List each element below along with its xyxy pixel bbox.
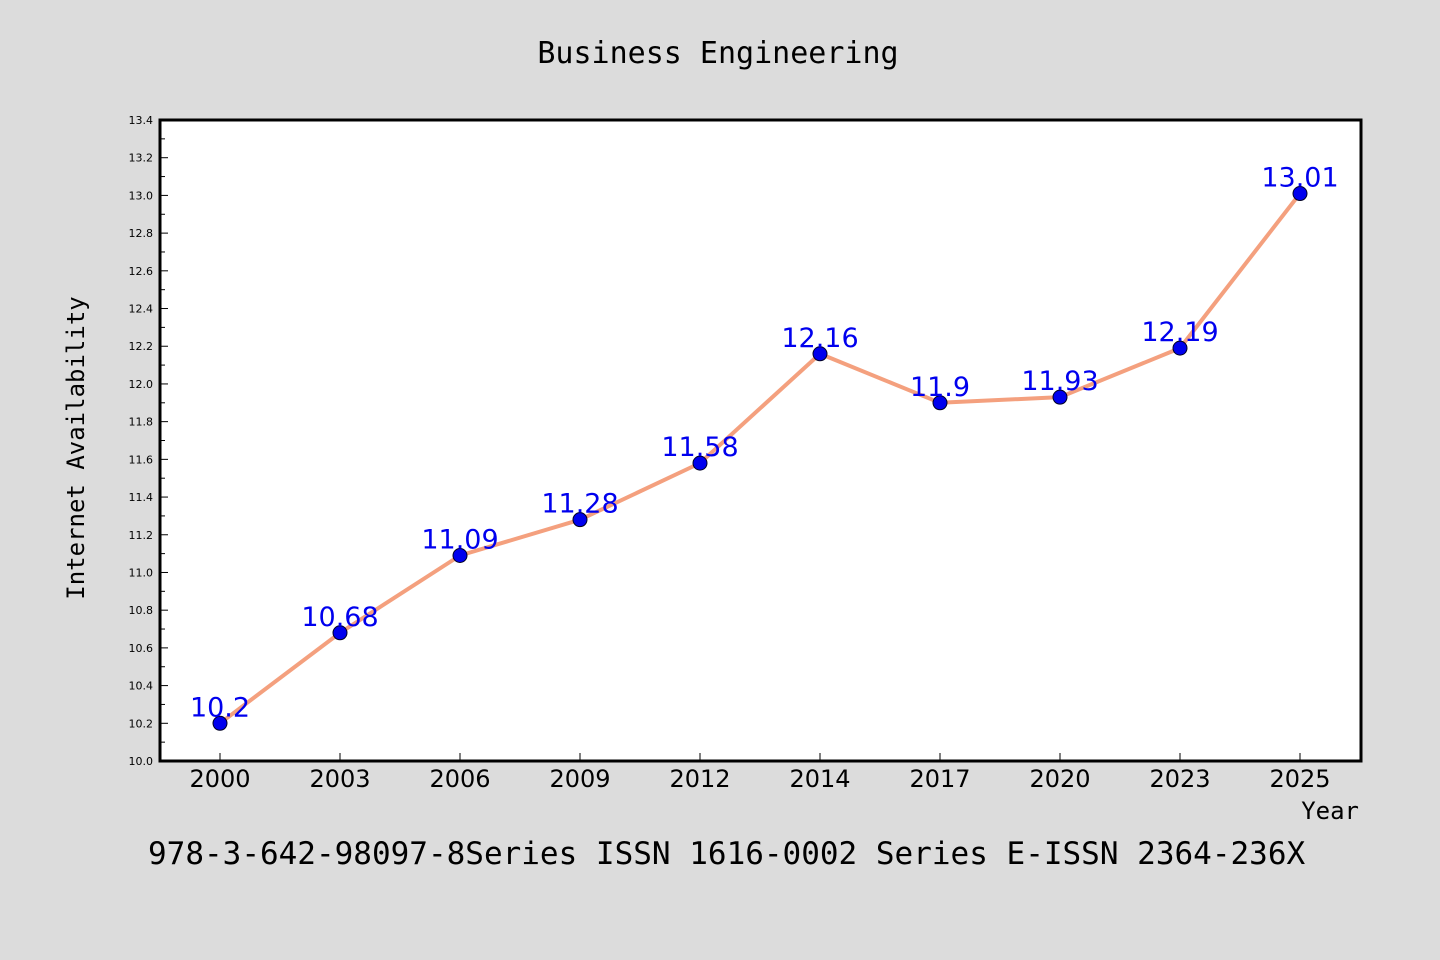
y-tick-label: 11.2 bbox=[129, 529, 154, 542]
data-label: 11.09 bbox=[421, 525, 498, 556]
x-axis: 2000 2003 2006 2009 2012 2014 2017 2020 2023 2025 bbox=[189, 753, 1331, 793]
data-label: 11.9 bbox=[910, 372, 970, 403]
y-tick-label: 10.6 bbox=[129, 642, 154, 655]
data-point bbox=[452, 548, 468, 564]
y-tick-label: 13.2 bbox=[129, 152, 154, 165]
data-point bbox=[1052, 389, 1068, 405]
data-point bbox=[572, 512, 588, 528]
data-point bbox=[212, 715, 228, 731]
y-axis-label: Internet Availability bbox=[62, 296, 90, 599]
data-point bbox=[1292, 186, 1308, 202]
series-line bbox=[218, 191, 1302, 726]
y-tick-label: 11.8 bbox=[129, 416, 154, 429]
data-label: 11.28 bbox=[541, 489, 618, 520]
x-tick-label: 2025 bbox=[1269, 765, 1330, 793]
x-tick-label: 2003 bbox=[309, 765, 370, 793]
x-axis-label: Year bbox=[1301, 797, 1359, 825]
y-tick-label: 12.0 bbox=[129, 378, 154, 391]
isbn-footer: 978-3-642-98097-8Series ISSN 1616-0002 S… bbox=[148, 836, 1305, 872]
data-point bbox=[692, 455, 708, 471]
y-axis: 10.0 10.2 10.4 10.6 10.8 11.0 11.2 11.4 11.6 11.8… bbox=[129, 114, 168, 768]
data-label: 12.19 bbox=[1141, 317, 1218, 348]
x-tick-label: 2020 bbox=[1029, 765, 1090, 793]
y-tick-label: 10.2 bbox=[129, 717, 154, 730]
y-tick-label: 13.4 bbox=[129, 114, 154, 127]
data-label: 11.58 bbox=[661, 432, 738, 463]
y-tick-label: 12.6 bbox=[129, 265, 154, 278]
y-tick-label: 12.8 bbox=[129, 227, 154, 240]
x-tick-label: 2023 bbox=[1149, 765, 1210, 793]
series-group: 10.2 10.68 11.09 11.28 11.58 12.16 11.9 11.93 12… bbox=[190, 163, 1339, 731]
y-tick-label: 13.0 bbox=[129, 189, 154, 202]
y-tick-label: 10.4 bbox=[129, 680, 154, 693]
data-point bbox=[932, 395, 948, 411]
x-tick-label: 2006 bbox=[429, 765, 490, 793]
y-tick-label: 10.0 bbox=[129, 755, 154, 768]
y-tick-label: 12.2 bbox=[129, 340, 154, 353]
x-tick-label: 2012 bbox=[669, 765, 730, 793]
y-tick-label: 11.4 bbox=[129, 491, 154, 504]
data-label: 10.2 bbox=[190, 692, 250, 723]
plot-frame bbox=[158, 118, 1363, 763]
x-tick-label: 2017 bbox=[909, 765, 970, 793]
y-tick-label: 11.0 bbox=[129, 566, 154, 579]
y-tick-label: 12.4 bbox=[129, 303, 154, 316]
data-label: 12.16 bbox=[781, 323, 858, 354]
y-tick-label: 10.8 bbox=[129, 604, 154, 617]
chart-title: Business Engineering bbox=[537, 36, 898, 71]
plot-area bbox=[160, 120, 1361, 761]
x-tick-label: 2014 bbox=[789, 765, 850, 793]
data-point bbox=[332, 625, 348, 641]
x-tick-label: 2009 bbox=[549, 765, 610, 793]
data-label: 13.01 bbox=[1261, 163, 1338, 194]
data-point bbox=[812, 346, 828, 362]
y-tick-label: 11.6 bbox=[129, 453, 154, 466]
x-tick-label: 2000 bbox=[189, 765, 250, 793]
data-label: 10.68 bbox=[301, 602, 378, 633]
data-label: 11.93 bbox=[1021, 366, 1098, 397]
data-point bbox=[1172, 340, 1188, 356]
